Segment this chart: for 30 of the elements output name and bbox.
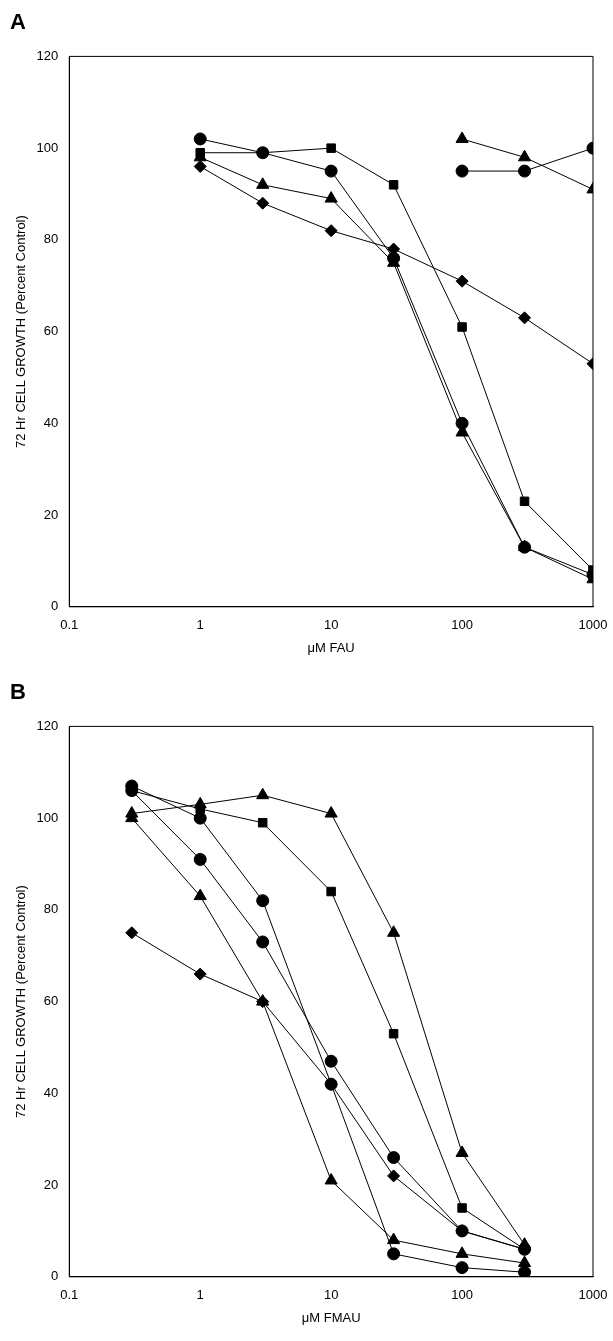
x-tick-label: 100 [451,617,473,633]
y-tick-label: 0 [51,598,59,614]
y-tick-label: 100 [36,139,59,155]
y-axis-title: 72 Hr CELL GROWTH (Percent Control) [13,885,29,1119]
x-tick-label: 0.1 [60,1287,79,1303]
y-tick-label: 80 [43,231,59,247]
y-tick-label: 80 [43,901,59,917]
y-tick-label: 60 [43,323,59,339]
y-tick-label: 40 [43,1084,59,1100]
x-tick-label: 10 [323,617,339,633]
y-tick-label: 120 [36,717,59,733]
x-axis-title: μM FAU [307,639,355,655]
y-tick-label: 100 [36,809,59,825]
x-tick-label: 10 [323,1287,339,1303]
y-tick-label: 120 [36,47,59,63]
x-tick-label: 1 [196,1287,204,1303]
y-tick-label: 40 [43,414,59,430]
y-tick-label: 0 [51,1268,59,1284]
y-axis-title: 72 Hr CELL GROWTH (Percent Control) [13,215,29,449]
y-tick-label: 20 [43,506,59,522]
y-tick-label: 20 [43,1176,59,1192]
y-tick-label: 60 [43,993,59,1009]
x-tick-label: 1000 [578,1287,608,1303]
x-tick-label: 100 [451,1287,473,1303]
x-axis-title: μM FMAU [301,1309,361,1325]
x-tick-label: 1000 [578,617,608,633]
x-tick-label: 0.1 [60,617,79,633]
chart-title: A [10,9,26,35]
chart-title: B [10,679,26,705]
x-tick-label: 1 [196,617,204,633]
